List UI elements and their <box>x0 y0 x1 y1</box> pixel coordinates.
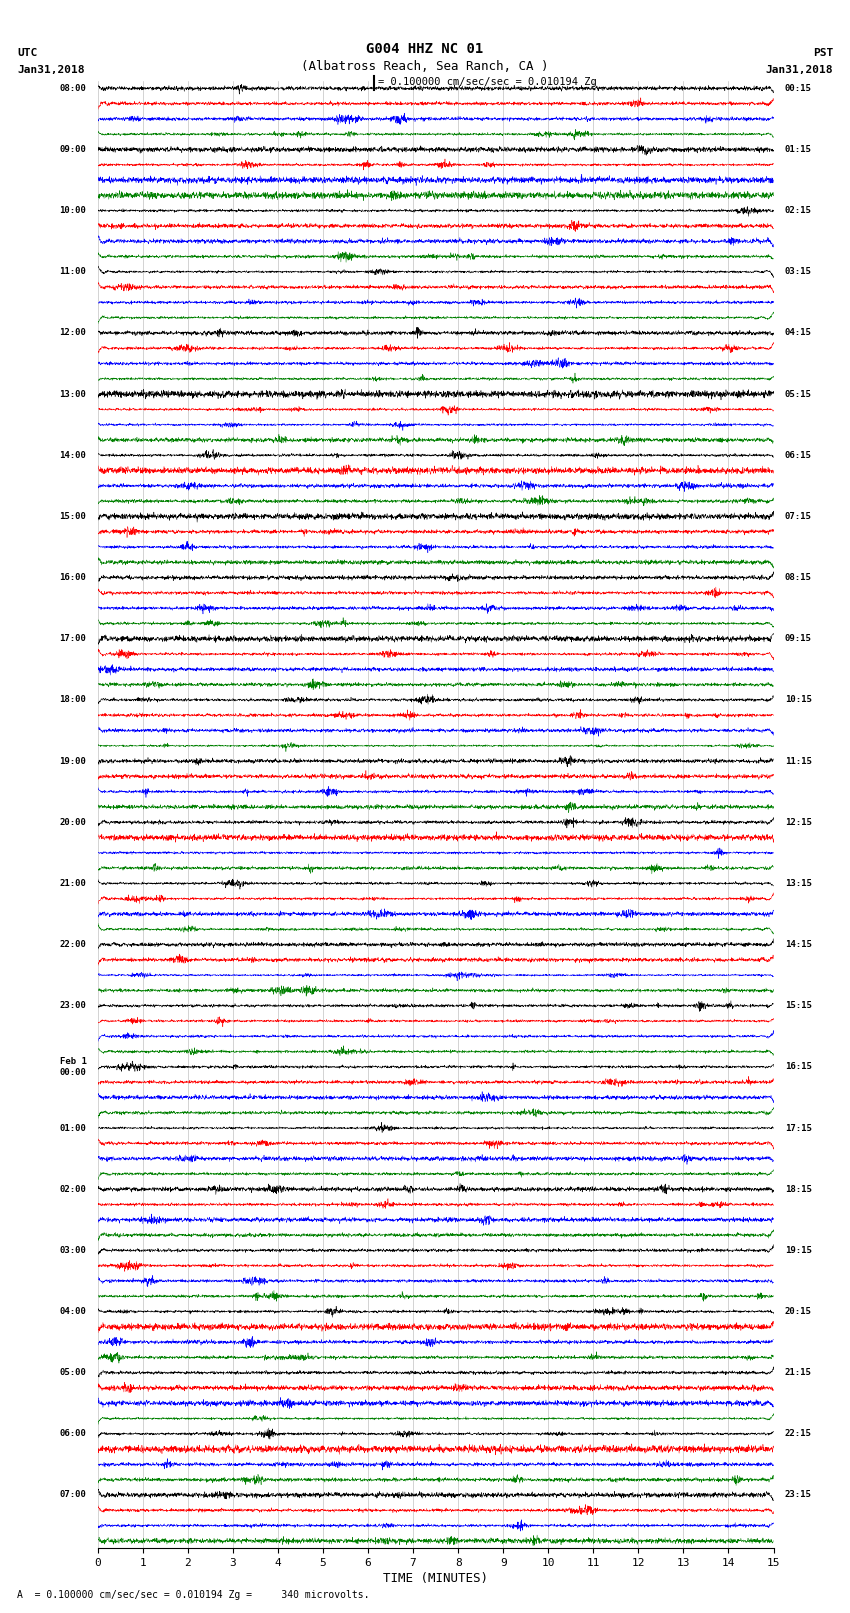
Text: 02:00: 02:00 <box>60 1184 87 1194</box>
Text: 16:15: 16:15 <box>785 1063 812 1071</box>
Text: 08:15: 08:15 <box>785 573 812 582</box>
Text: Jan31,2018: Jan31,2018 <box>17 65 84 74</box>
Text: 04:00: 04:00 <box>60 1307 87 1316</box>
Text: G004 HHZ NC 01: G004 HHZ NC 01 <box>366 42 484 56</box>
Text: 18:15: 18:15 <box>785 1184 812 1194</box>
Text: 10:00: 10:00 <box>60 206 87 215</box>
Text: 01:15: 01:15 <box>785 145 812 153</box>
Text: 14:00: 14:00 <box>60 450 87 460</box>
Text: 06:15: 06:15 <box>785 450 812 460</box>
Text: 07:00: 07:00 <box>60 1490 87 1500</box>
Text: 05:15: 05:15 <box>785 390 812 398</box>
Text: 17:15: 17:15 <box>785 1124 812 1132</box>
Text: 02:15: 02:15 <box>785 206 812 215</box>
Text: 09:00: 09:00 <box>60 145 87 153</box>
Text: 11:00: 11:00 <box>60 268 87 276</box>
Text: 13:00: 13:00 <box>60 390 87 398</box>
Text: 17:00: 17:00 <box>60 634 87 644</box>
X-axis label: TIME (MINUTES): TIME (MINUTES) <box>383 1573 488 1586</box>
Text: 01:00: 01:00 <box>60 1124 87 1132</box>
Text: 10:15: 10:15 <box>785 695 812 705</box>
Text: 22:15: 22:15 <box>785 1429 812 1439</box>
Text: 04:15: 04:15 <box>785 329 812 337</box>
Text: A  = 0.100000 cm/sec/sec = 0.010194 Zg =     340 microvolts.: A = 0.100000 cm/sec/sec = 0.010194 Zg = … <box>17 1590 370 1600</box>
Text: 23:15: 23:15 <box>785 1490 812 1500</box>
Text: 19:15: 19:15 <box>785 1245 812 1255</box>
Text: 03:15: 03:15 <box>785 268 812 276</box>
Text: 05:00: 05:00 <box>60 1368 87 1378</box>
Text: 23:00: 23:00 <box>60 1002 87 1010</box>
Text: Jan31,2018: Jan31,2018 <box>766 65 833 74</box>
Text: 15:15: 15:15 <box>785 1002 812 1010</box>
Text: 14:15: 14:15 <box>785 940 812 948</box>
Text: 21:00: 21:00 <box>60 879 87 887</box>
Text: Feb 1
00:00: Feb 1 00:00 <box>60 1057 87 1076</box>
Text: 16:00: 16:00 <box>60 573 87 582</box>
Text: 11:15: 11:15 <box>785 756 812 766</box>
Text: 08:00: 08:00 <box>60 84 87 94</box>
Text: = 0.100000 cm/sec/sec = 0.010194 Zg: = 0.100000 cm/sec/sec = 0.010194 Zg <box>378 77 597 87</box>
Text: 03:00: 03:00 <box>60 1245 87 1255</box>
Text: 13:15: 13:15 <box>785 879 812 887</box>
Text: 00:15: 00:15 <box>785 84 812 94</box>
Text: 18:00: 18:00 <box>60 695 87 705</box>
Text: PST: PST <box>813 48 833 58</box>
Text: 09:15: 09:15 <box>785 634 812 644</box>
Text: 22:00: 22:00 <box>60 940 87 948</box>
Text: 12:00: 12:00 <box>60 329 87 337</box>
Text: UTC: UTC <box>17 48 37 58</box>
Text: 12:15: 12:15 <box>785 818 812 827</box>
Text: 15:00: 15:00 <box>60 511 87 521</box>
Text: 21:15: 21:15 <box>785 1368 812 1378</box>
Text: 06:00: 06:00 <box>60 1429 87 1439</box>
Text: (Albatross Reach, Sea Ranch, CA ): (Albatross Reach, Sea Ranch, CA ) <box>301 60 549 73</box>
Text: 19:00: 19:00 <box>60 756 87 766</box>
Text: 07:15: 07:15 <box>785 511 812 521</box>
Text: 20:00: 20:00 <box>60 818 87 827</box>
Text: 20:15: 20:15 <box>785 1307 812 1316</box>
